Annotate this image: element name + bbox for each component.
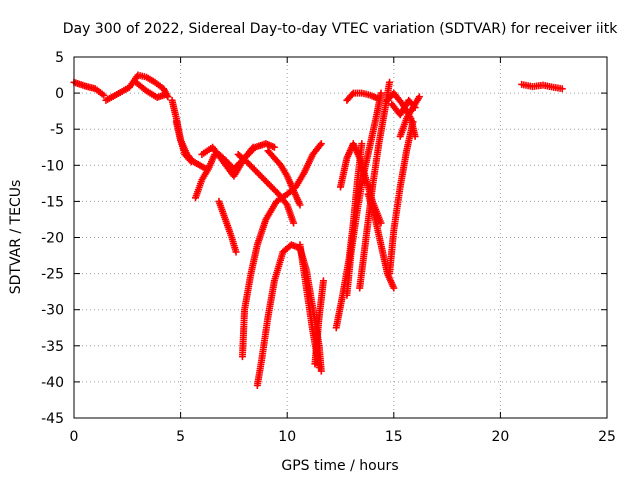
y-tick-label: -45 bbox=[41, 411, 64, 427]
y-tick-label: -40 bbox=[41, 375, 64, 391]
data-point bbox=[187, 158, 195, 166]
y-tick-label: -5 bbox=[50, 122, 64, 138]
series-top-arc bbox=[343, 89, 383, 104]
data-point bbox=[315, 363, 323, 371]
x-tick-label: 25 bbox=[598, 429, 616, 445]
x-axis-label: GPS time / hours bbox=[281, 458, 398, 474]
y-tick-label: -30 bbox=[41, 303, 64, 319]
series-rising-limb-2 bbox=[343, 89, 385, 299]
series-short-line bbox=[311, 277, 327, 368]
data-point bbox=[100, 91, 108, 99]
series-cross-b bbox=[234, 150, 298, 227]
series-rise-to-noon bbox=[283, 140, 325, 198]
data-point bbox=[290, 219, 298, 227]
x-tick-label: 5 bbox=[176, 429, 185, 445]
data-point bbox=[232, 248, 240, 256]
series-left-drop bbox=[215, 197, 240, 256]
series-deep-v1-left bbox=[238, 190, 291, 361]
x-tick-label: 20 bbox=[491, 429, 509, 445]
series-morning-cluster bbox=[70, 78, 108, 99]
series-dip-band bbox=[132, 78, 170, 101]
data-points bbox=[70, 71, 566, 390]
series-rising-limb-1 bbox=[332, 140, 366, 332]
data-point bbox=[386, 78, 394, 86]
x-tick-label: 15 bbox=[385, 429, 403, 445]
y-tick-label: 5 bbox=[55, 50, 64, 66]
data-point bbox=[319, 277, 327, 285]
data-point bbox=[162, 91, 170, 99]
y-axis-label: SDTVAR / TECUs bbox=[8, 180, 24, 295]
series-late-segment bbox=[396, 93, 423, 140]
series-late-dip bbox=[192, 150, 219, 202]
axis-ticks: 0 5 10 15 20 25 5 0 -5 -10 -15 -20 -25 -30 -35 -40 -45 bbox=[41, 50, 616, 445]
data-point bbox=[186, 156, 194, 164]
y-tick-label: 0 bbox=[55, 86, 64, 102]
data-point bbox=[358, 140, 366, 148]
series-evening-cluster bbox=[518, 80, 566, 93]
data-point bbox=[249, 143, 257, 151]
data-point bbox=[390, 284, 398, 292]
y-tick-label: -10 bbox=[41, 158, 64, 174]
data-point bbox=[377, 219, 385, 227]
data-point bbox=[415, 93, 423, 101]
y-tick-label: -20 bbox=[41, 231, 64, 247]
data-point bbox=[377, 89, 385, 97]
data-point bbox=[317, 140, 325, 148]
x-tick-label: 0 bbox=[70, 429, 79, 445]
chart-title: Day 300 of 2022, Sidereal Day-to-day VTE… bbox=[63, 21, 618, 37]
series-mid-drop bbox=[264, 147, 304, 209]
series-steep-drop-2 bbox=[172, 118, 195, 166]
y-tick-label: -15 bbox=[41, 194, 64, 210]
data-point bbox=[348, 91, 356, 99]
series-right-rise bbox=[386, 118, 417, 278]
grid-lines bbox=[74, 57, 607, 418]
x-tick-label: 10 bbox=[278, 429, 296, 445]
y-tick-label: -35 bbox=[41, 339, 64, 355]
y-tick-label: -25 bbox=[41, 267, 64, 283]
data-point bbox=[270, 143, 278, 151]
data-point bbox=[411, 132, 419, 140]
data-point bbox=[558, 85, 566, 93]
series-deep-v2 bbox=[253, 241, 304, 390]
data-point bbox=[296, 201, 304, 209]
data-point bbox=[375, 95, 383, 103]
data-point bbox=[317, 367, 325, 375]
plot-frame bbox=[73, 56, 608, 419]
